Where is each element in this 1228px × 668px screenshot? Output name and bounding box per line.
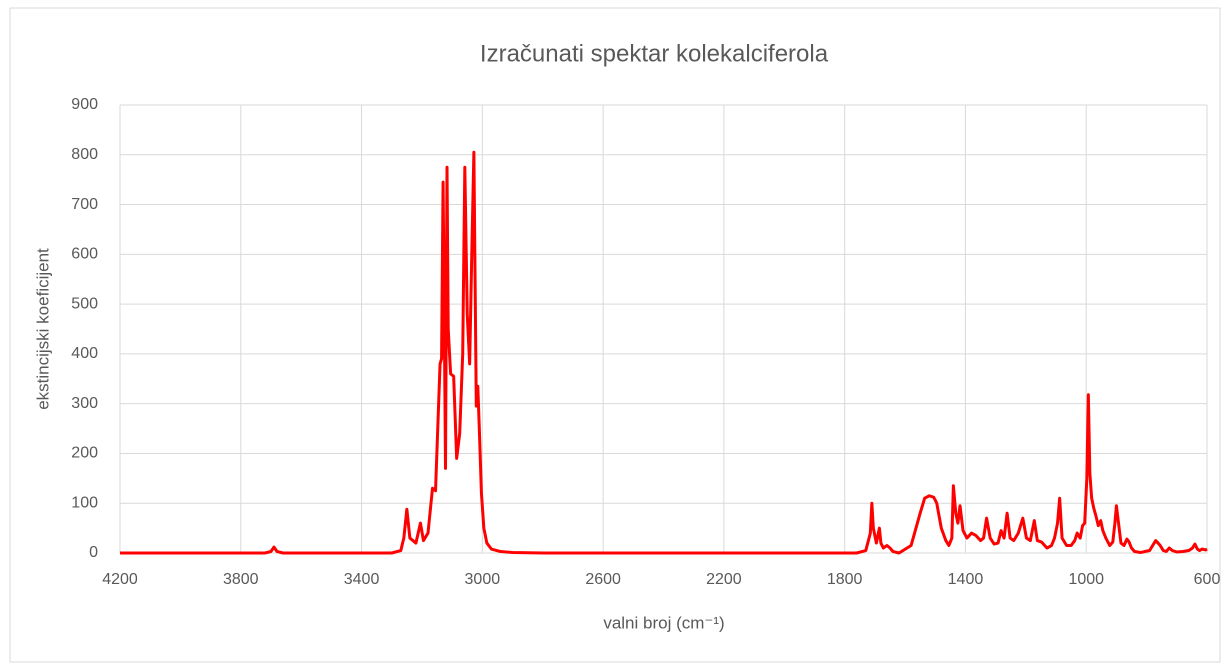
y-tick-label: 600 — [71, 246, 98, 263]
x-tick-label: 4200 — [102, 571, 138, 588]
x-tick-label: 3000 — [465, 571, 501, 588]
x-tick-label: 2600 — [585, 571, 621, 588]
y-tick-label: 200 — [71, 445, 98, 462]
y-tick-label: 400 — [71, 345, 98, 362]
y-tick-label: 800 — [71, 146, 98, 163]
chart-title: Izračunati spektar kolekalciferola — [480, 40, 829, 67]
y-tick-label: 700 — [71, 196, 98, 213]
y-tick-label: 500 — [71, 295, 98, 312]
x-tick-label: 3400 — [344, 571, 380, 588]
chart-frame — [9, 7, 1221, 663]
x-tick-label: 1000 — [1068, 571, 1104, 588]
y-axis-title: ekstincijski koeficijent — [33, 248, 52, 410]
y-tick-label: 100 — [71, 494, 98, 511]
x-tick-label: 3800 — [223, 571, 259, 588]
y-tick-label: 900 — [71, 96, 98, 113]
x-tick-label: 2200 — [706, 571, 742, 588]
y-tick-label: 0 — [89, 544, 98, 561]
x-tick-label: 1800 — [827, 571, 863, 588]
x-tick-label: 1400 — [948, 571, 984, 588]
spectrum-line — [120, 150, 1208, 555]
x-tick-label: 600 — [1194, 571, 1221, 588]
y-tick-label: 300 — [71, 395, 98, 412]
x-axis-title: valni broj (cm⁻¹) — [603, 613, 724, 632]
